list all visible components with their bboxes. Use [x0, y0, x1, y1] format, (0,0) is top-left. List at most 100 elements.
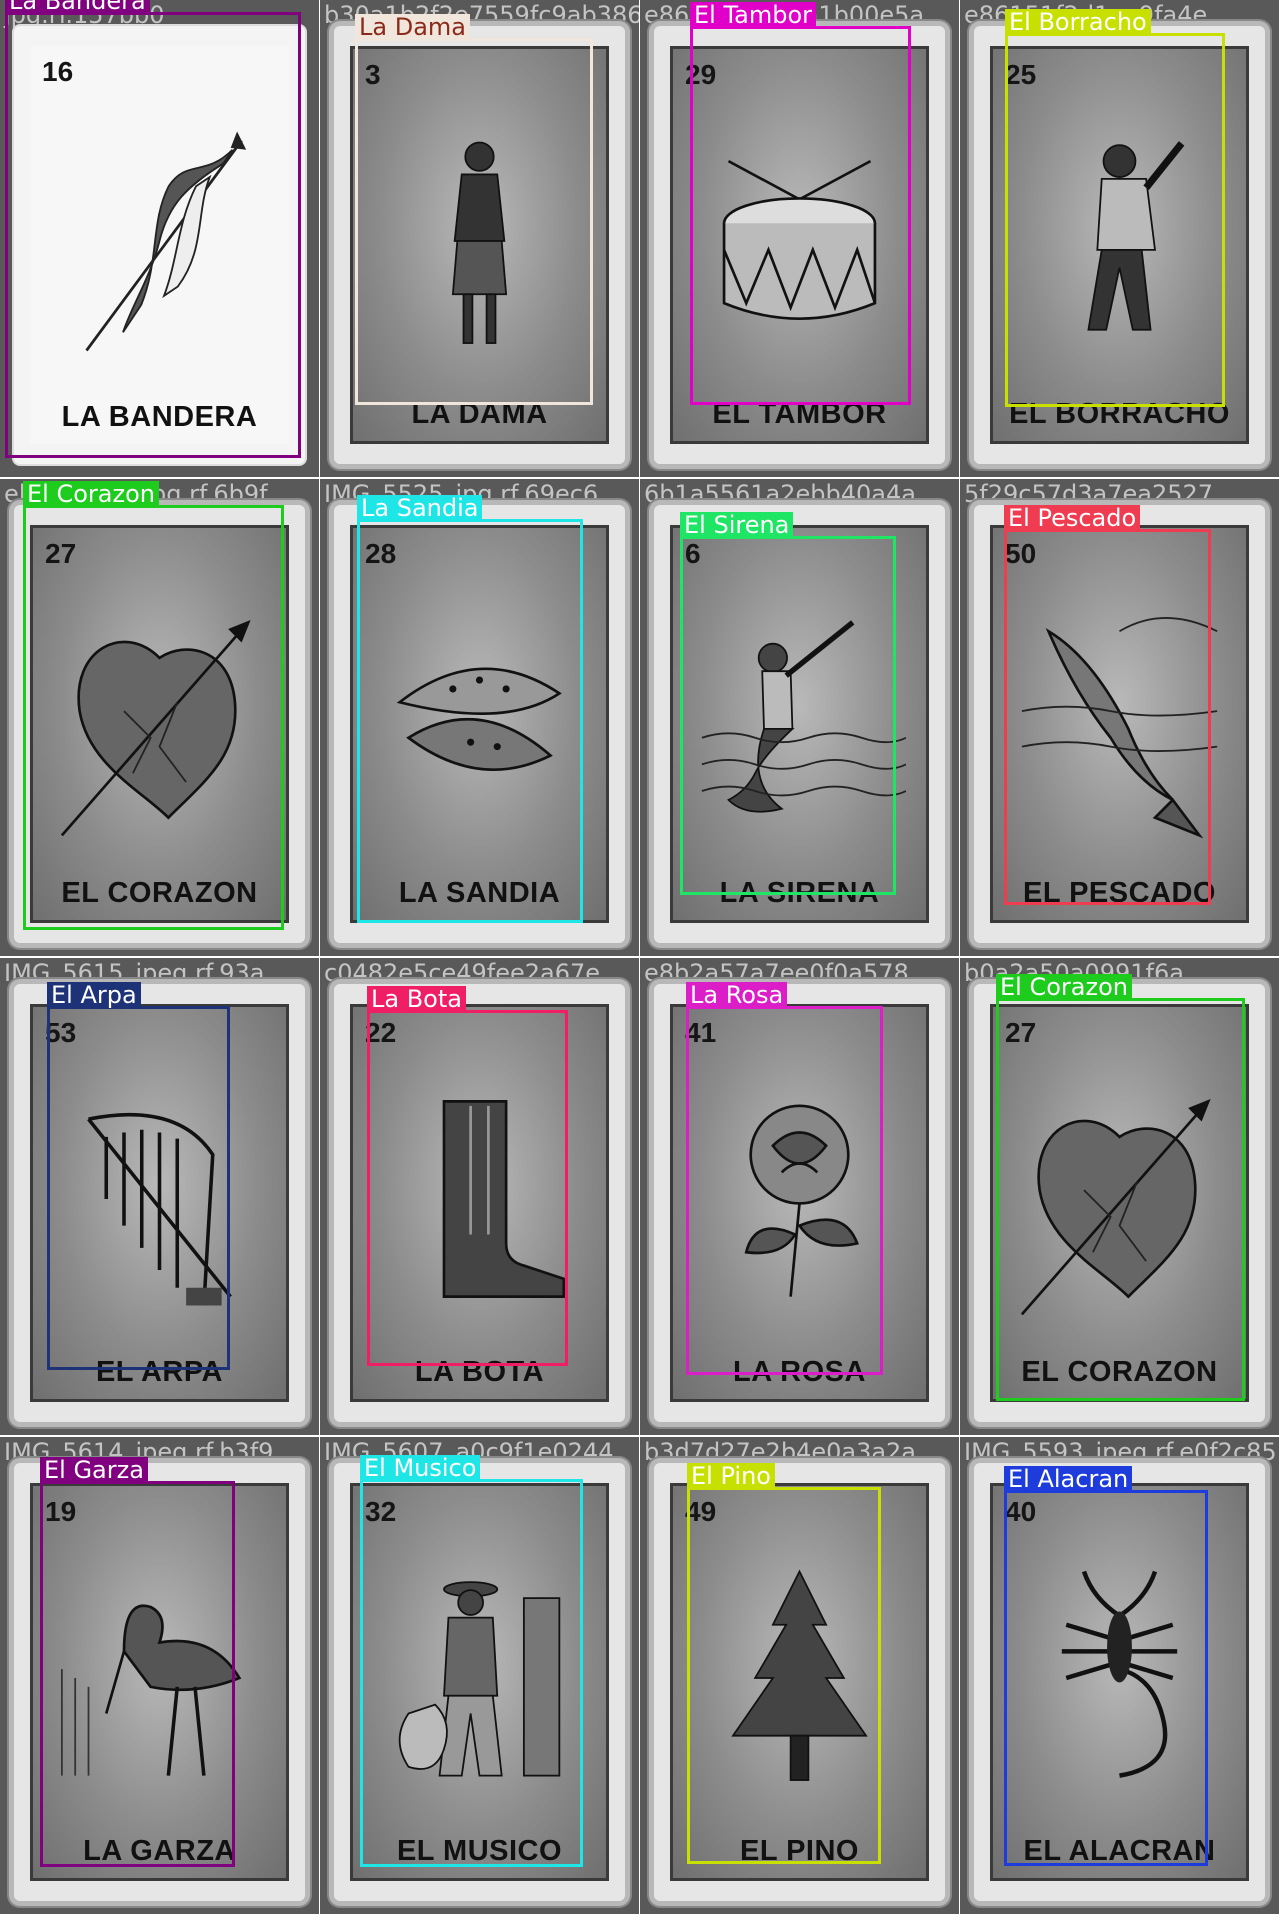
detection-box: La Sandia: [357, 495, 583, 923]
card-frame: 19 LA GARZA: [30, 1483, 289, 1881]
detection-box: El Arpa: [47, 982, 230, 1370]
grid-cell: c0482e5ce49fee2a67e 22 LA BOTA La Bota: [320, 958, 639, 1435]
card-number: 40: [1005, 1496, 1037, 1527]
loteria-card: 27 EL CORAZON: [974, 984, 1265, 1422]
grid-cell: b0a2a50a0991f6a 27 EL CORAZON El Corazon: [960, 958, 1279, 1435]
detection-label: La Sandia: [357, 495, 483, 522]
detection-label: La Bota: [367, 986, 466, 1013]
rose-icon: [693, 1059, 906, 1339]
card-frame: 32 EL MUSICO: [350, 1483, 609, 1881]
loteria-card: 49 EL PINO: [654, 1463, 945, 1901]
card-number: 32: [365, 1496, 397, 1527]
detection-box: La Rosa: [686, 982, 883, 1375]
scorpion-icon: [1013, 1538, 1226, 1818]
card-frame: 28 LA SANDIA: [350, 525, 609, 923]
detection-label: El Alacran: [1004, 1466, 1133, 1493]
filename-text: c0482e5ce49fee2a67e: [324, 959, 601, 987]
lady-icon: [373, 101, 586, 381]
detection-box: La Bandera: [5, 0, 301, 458]
grid-cell: IMG_5525_jpg.rf.69ec6 28 LA SANDIA La Sandi…: [320, 479, 639, 956]
card-title: EL ARPA: [95, 1356, 224, 1388]
boot-icon: [373, 1059, 586, 1339]
filename-text: IMG_5593_jpeg.rf.e0f2c85: [964, 1438, 1277, 1466]
loteria-card: 28 LA SANDIA: [334, 505, 625, 943]
detection-label: La Rosa: [686, 982, 788, 1009]
card-number: 50: [1005, 538, 1037, 569]
heart-icon: [53, 580, 266, 860]
detection-label: El Pino: [687, 1463, 775, 1490]
card-title: LA BOTA: [414, 1356, 545, 1388]
card-title: EL MUSICO: [396, 1835, 563, 1867]
detection-label: El Tambor: [690, 2, 817, 29]
card-frame: 27 EL CORAZON: [990, 1004, 1249, 1402]
musician-icon: [373, 1538, 586, 1818]
card-frame: 29 EL TAMBOR: [670, 46, 929, 444]
loteria-card: 41 LA ROSA: [654, 984, 945, 1422]
detection-label: El Borracho: [1005, 9, 1151, 36]
loteria-card: 27 EL CORAZON: [14, 505, 305, 943]
grid-cell: b30a1b2f2e7559fc9ab386 3 LA DAMA La Dama: [320, 0, 639, 477]
card-number: 6: [685, 538, 701, 569]
detection-label: El Pescado: [1004, 505, 1141, 532]
grid-cell: 5f29c57d3a7ea2527 50 EL PESCADO El Pescado: [960, 479, 1279, 956]
grid-cell: jpg.rf.157bb0 16 LA BANDERA La Bandera: [0, 0, 319, 477]
detection-label: El Musico: [360, 1455, 481, 1482]
grid-cell: 6b1a5561a2ebb40a4a 6 LA SIRENA El Sirena: [640, 479, 959, 956]
detection-label: El Garza: [40, 1457, 148, 1484]
card-number: 19: [45, 1496, 77, 1527]
detection-box: El Corazon: [23, 481, 284, 930]
card-frame: 16 LA BANDERA: [30, 46, 289, 444]
grid-cell: IMG_5614_jpeg.rf.b3f9 19 LA GARZA El Garza: [0, 1437, 319, 1914]
detection-box: El Musico: [360, 1455, 583, 1867]
watermelon-icon: [373, 580, 586, 860]
card-title: EL BORRACHO: [1009, 398, 1230, 430]
detection-box: La Bota: [367, 986, 568, 1366]
card-number: 53: [45, 1017, 77, 1048]
detection-box: El Corazon: [996, 974, 1245, 1401]
harp-icon: [53, 1059, 266, 1339]
card-frame: 3 LA DAMA: [350, 46, 609, 444]
card-number: 28: [365, 538, 397, 569]
pine-tree-icon: [693, 1538, 906, 1818]
detection-box: El Borracho: [1005, 9, 1225, 407]
drum-icon: [693, 101, 906, 381]
grid-cell: IMG_5615_jpeg.rf.93a 53 EL ARPA El Arpa: [0, 958, 319, 1435]
loteria-card: 6 LA SIRENA: [654, 505, 945, 943]
detection-box: La Dama: [355, 14, 593, 405]
grid-cell: IMG_5593_jpeg.rf.e0f2c85 40 EL ALACRAN El A…: [960, 1437, 1279, 1914]
fish-icon: [1013, 580, 1226, 860]
grid-cell: e8b2a57a7ee0f0a578 41 LA ROSA La Rosa: [640, 958, 959, 1435]
card-frame: 27 EL CORAZON: [30, 525, 289, 923]
mermaid-icon: [693, 580, 907, 860]
card-number: 22: [365, 1017, 397, 1048]
detection-label: La Bandera: [5, 0, 150, 15]
card-frame: 53 EL ARPA: [30, 1004, 289, 1402]
card-frame: 6 LA SIRENA: [670, 525, 929, 923]
card-title: EL CORAZON: [1021, 1356, 1218, 1388]
detection-box: El Pino: [687, 1463, 881, 1864]
card-title: LA GARZA: [83, 1835, 236, 1867]
detection-box: El Sirena: [680, 512, 896, 895]
card-number: 25: [1005, 59, 1037, 90]
loteria-card: 32 EL MUSICO: [334, 1463, 625, 1901]
card-title: EL ALACRAN: [1023, 1835, 1216, 1867]
detection-box: El Garza: [40, 1457, 235, 1867]
filename-text: e8b2a57a7ee0f0a578: [644, 959, 909, 987]
filename-text: 6b1a5561a2ebb40a4a: [644, 480, 916, 508]
grid-cell: IMG_5607_a0c9f1e0244 32 EL MUSICO El Musico: [320, 1437, 639, 1914]
card-title: LA SANDIA: [398, 877, 561, 909]
card-number: 27: [45, 538, 77, 569]
filename-text: b3d7d27e2b4e0a3a2a: [644, 1438, 917, 1466]
detection-box: El Alacran: [1004, 1466, 1208, 1866]
card-number: 3: [365, 59, 381, 90]
card-number: 49: [685, 1496, 717, 1527]
detection-label: El Corazon: [23, 481, 159, 508]
detection-label: El Sirena: [680, 512, 794, 539]
filename-text: 5f29c57d3a7ea2527: [964, 480, 1214, 508]
loteria-card: 19 LA GARZA: [14, 1463, 305, 1901]
detection-label: La Dama: [355, 14, 470, 41]
loteria-card: 16 LA BANDERA: [14, 26, 305, 464]
loteria-card: 29 EL TAMBOR: [654, 26, 945, 464]
